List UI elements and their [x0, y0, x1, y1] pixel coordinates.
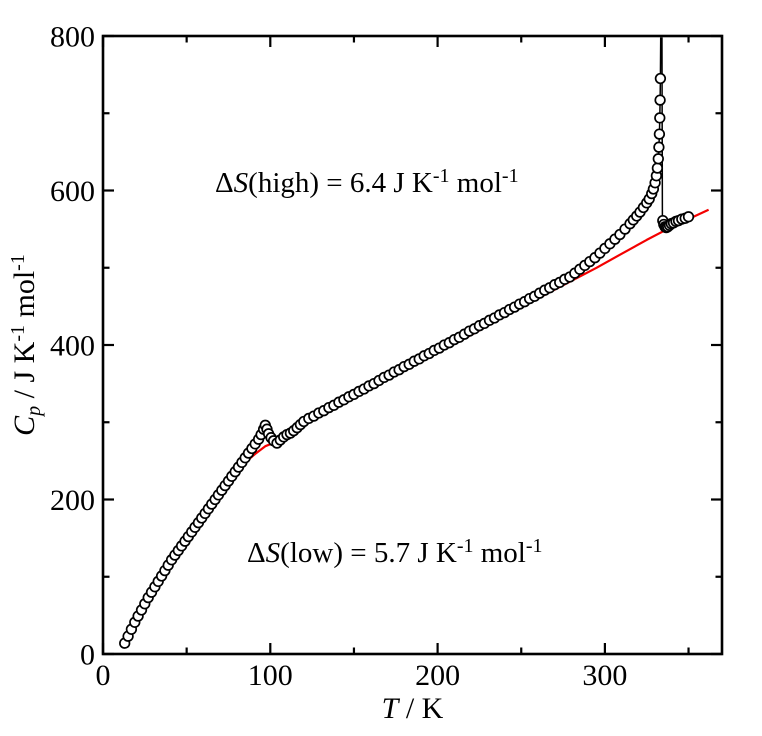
data-point	[652, 153, 664, 165]
delta-s-low: ΔS(low) = 5.7 J K-1 mol-1	[247, 535, 543, 569]
y-tick-label: 0	[80, 639, 95, 672]
y-tick-label: 800	[50, 21, 95, 54]
data-layer	[119, 37, 710, 649]
y-axis-title: Cp / J K-1 mol-1	[7, 254, 45, 436]
axis-labels: T / K Cp / J K-1 mol-1	[7, 254, 444, 725]
tick-labels: 0 100 200 300 0 200 400 600 800	[50, 21, 627, 693]
x-tick-label: 0	[96, 659, 111, 692]
data-point	[654, 94, 666, 106]
x-axis-title: T / K	[382, 692, 444, 725]
axis-ticks	[101, 34, 722, 656]
data-point	[651, 162, 664, 174]
data-point	[653, 141, 665, 153]
y-tick-label: 600	[50, 175, 95, 208]
y-tick-label: 400	[50, 330, 95, 363]
baseline-curve	[230, 208, 710, 478]
x-tick-label: 200	[415, 659, 460, 692]
x-tick-label: 300	[582, 659, 627, 692]
y-tick-label: 200	[50, 484, 95, 517]
data-point	[654, 72, 667, 85]
annotations: ΔS(high) = 6.4 J K-1 mol-1 ΔS(low) = 5.7 …	[215, 165, 543, 569]
data-point	[653, 128, 666, 140]
data-point	[682, 211, 695, 223]
data-point	[654, 112, 666, 124]
delta-s-high: ΔS(high) = 6.4 J K-1 mol-1	[215, 165, 519, 199]
x-tick-label: 100	[248, 659, 293, 692]
